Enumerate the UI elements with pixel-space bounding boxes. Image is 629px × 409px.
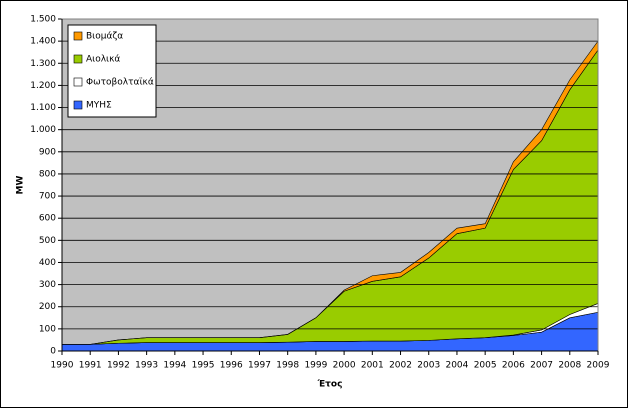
y-tick-label: 1.200 bbox=[30, 81, 56, 91]
y-tick-label: 1.100 bbox=[30, 103, 56, 113]
x-tick-label: 1996 bbox=[220, 361, 243, 371]
legend-label: Φωτοβολταϊκά bbox=[86, 78, 154, 88]
y-tick-label: 1.400 bbox=[30, 37, 56, 47]
x-tick-label: 1991 bbox=[79, 361, 102, 371]
x-tick-label: 1998 bbox=[276, 361, 299, 371]
x-tick-label: 2006 bbox=[502, 361, 525, 371]
x-tick-label: 1992 bbox=[107, 361, 130, 371]
y-tick-label: 1.000 bbox=[30, 125, 56, 135]
x-tick-label: 2009 bbox=[587, 361, 610, 371]
y-tick-label: 400 bbox=[39, 258, 56, 268]
y-tick-label: 300 bbox=[39, 280, 56, 290]
legend-swatch bbox=[73, 54, 83, 64]
x-tick-label: 1999 bbox=[304, 361, 327, 371]
x-tick-label: 2002 bbox=[389, 361, 412, 371]
legend-swatch bbox=[73, 77, 83, 87]
legend-label: Βιομάζα bbox=[86, 32, 123, 42]
x-tick-label: 2007 bbox=[530, 361, 553, 371]
y-tick-label: 900 bbox=[39, 147, 56, 157]
legend-swatch bbox=[73, 100, 83, 110]
y-tick-label: 800 bbox=[39, 169, 56, 179]
x-tick-label: 1997 bbox=[248, 361, 271, 371]
x-tick-label: 2003 bbox=[417, 361, 440, 371]
x-tick-label: 2008 bbox=[558, 361, 581, 371]
y-tick-label: 100 bbox=[39, 324, 56, 334]
legend-swatch bbox=[73, 31, 83, 41]
y-tick-label: 600 bbox=[39, 214, 56, 224]
x-tick-label: 1995 bbox=[192, 361, 215, 371]
x-tick-label: 2005 bbox=[474, 361, 497, 371]
y-tick-label: 500 bbox=[39, 236, 56, 246]
y-tick-label: 1.300 bbox=[30, 59, 56, 69]
x-tick-label: 1993 bbox=[135, 361, 158, 371]
x-tick-label: 2001 bbox=[361, 361, 384, 371]
legend-label: ΜΥΗΣ bbox=[86, 101, 112, 111]
y-axis-label: MW bbox=[16, 175, 26, 194]
legend bbox=[67, 24, 157, 118]
x-axis-label: Έτος bbox=[317, 380, 343, 390]
x-tick-label: 2004 bbox=[445, 361, 468, 371]
y-tick-label: 0 bbox=[50, 347, 56, 357]
legend-label: Αιολικά bbox=[86, 55, 120, 65]
y-tick-label: 200 bbox=[39, 302, 56, 312]
x-tick-label: 2000 bbox=[333, 361, 356, 371]
y-tick-label: 1.500 bbox=[30, 15, 56, 25]
x-tick-label: 1990 bbox=[51, 361, 74, 371]
y-tick-label: 700 bbox=[39, 192, 56, 202]
x-tick-label: 1994 bbox=[163, 361, 186, 371]
